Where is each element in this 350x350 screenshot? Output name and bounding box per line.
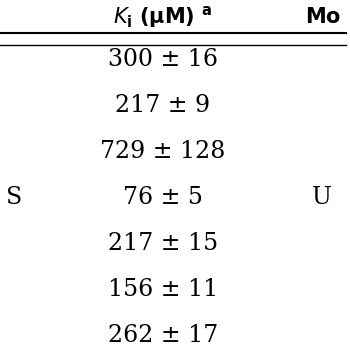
- Text: S: S: [6, 186, 22, 209]
- Text: $\mathbf{Mo}$: $\mathbf{Mo}$: [305, 7, 341, 27]
- Text: 262 ± 17: 262 ± 17: [108, 324, 218, 347]
- Text: 729 ± 128: 729 ± 128: [100, 140, 225, 163]
- Text: $\mathbf{\mathit{K}}_{\mathbf{i}}\ \mathbf{(\mu M)}\ ^{\mathbf{a}}$: $\mathbf{\mathit{K}}_{\mathbf{i}}\ \math…: [113, 5, 212, 30]
- Text: 300 ± 16: 300 ± 16: [108, 48, 218, 71]
- Text: 217 ± 9: 217 ± 9: [115, 94, 210, 117]
- Text: 217 ± 15: 217 ± 15: [108, 232, 218, 255]
- Text: 76 ± 5: 76 ± 5: [123, 186, 203, 209]
- Text: U: U: [312, 186, 331, 209]
- Text: 156 ± 11: 156 ± 11: [108, 278, 218, 301]
